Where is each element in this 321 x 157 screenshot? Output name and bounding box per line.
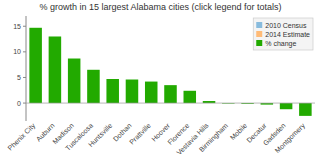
legend: 2010 Census 2014 Estimate % change (253, 18, 313, 50)
x-tick-label: Vestavia Hills (175, 121, 210, 156)
x-tick-label: Prattville (128, 122, 152, 146)
y-tick-label: 15 (13, 23, 21, 30)
legend-swatch (256, 22, 262, 28)
y-tick-label: 5 (17, 74, 21, 81)
x-tick-label: Phenix City (6, 121, 37, 152)
y-tick (23, 51, 26, 52)
y-tick-label: 0 (17, 100, 21, 107)
y-tick (23, 103, 26, 104)
zero-line (26, 103, 315, 104)
title: % growth in 15 largest Alabama cities (c… (39, 2, 281, 12)
legend-label: 2010 Census (265, 22, 307, 29)
y-axis-line (26, 16, 27, 121)
chart: % growth in 15 largest Alabama cities (c… (0, 0, 321, 157)
bars (29, 28, 311, 116)
chart-container: % growth in 15 largest Alabama cities (c… (0, 0, 321, 157)
bar (126, 80, 139, 104)
bar (49, 36, 62, 103)
x-tick-label: Birmingham (198, 122, 230, 154)
y-tick (23, 26, 26, 27)
legend-box (253, 18, 313, 50)
legend-swatch (256, 40, 262, 46)
bar (106, 79, 119, 103)
bar (68, 59, 81, 104)
bar (29, 28, 42, 103)
y-tick (23, 77, 26, 78)
bar (280, 103, 293, 109)
bar (184, 91, 197, 103)
y-tick-label: 10 (13, 48, 21, 55)
bar (87, 70, 100, 103)
bar (145, 82, 158, 104)
x-tick-label: Montgomery (274, 121, 308, 155)
bar (164, 85, 177, 103)
legend-swatch (256, 31, 262, 37)
x-tick-label: Huntsville (87, 122, 113, 148)
bar (299, 103, 312, 116)
legend-label: 2014 Estimate (265, 31, 310, 38)
legend-label: % change (265, 40, 296, 48)
